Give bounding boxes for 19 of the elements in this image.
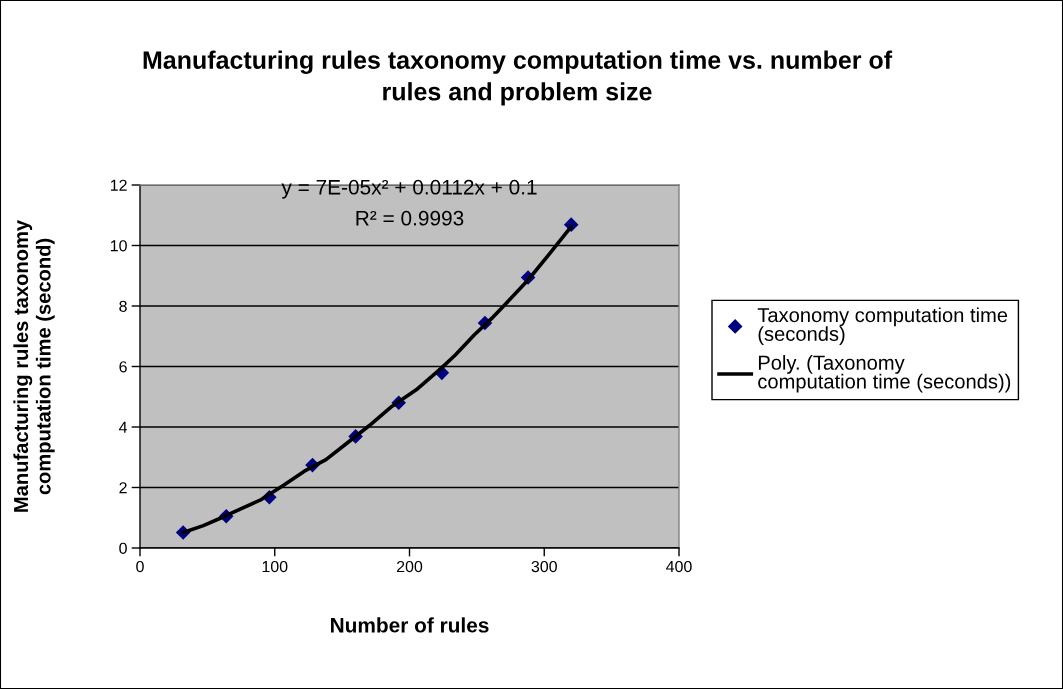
y-tick-label: 8 [119, 300, 127, 312]
y-tick-label: 10 [110, 240, 127, 252]
y-tick-label: 6 [119, 361, 127, 373]
x-tick-label: 200 [396, 560, 423, 573]
x-tick-label: 400 [666, 560, 692, 573]
y-tick-label: 4 [118, 421, 128, 433]
legend-label: Poly. (Taxonomy computation time (seconds)) [758, 355, 1011, 393]
y-tick-label: 2 [119, 482, 127, 494]
chart-title: Manufacturing rules taxonomy computation time vs. number of rules and problem size [143, 50, 893, 106]
annotation: R² = 0.9993 [356, 210, 464, 226]
x-tick-label: 300 [531, 560, 557, 573]
x-axis-title: Number of rules [331, 617, 489, 633]
y-axis-title: Manufacturing rules taxonomy computation time (second) [13, 220, 55, 512]
annotation: y = 7E-05x² + 0.0112x + 0.1 [281, 179, 537, 199]
y-tick-label: 12 [110, 179, 127, 191]
legend-label: Taxonomy computation time (seconds) [757, 307, 1008, 345]
x-tick-label: 100 [262, 560, 288, 573]
y-tick-label: 0 [119, 542, 127, 554]
x-tick-label: 0 [136, 560, 144, 573]
